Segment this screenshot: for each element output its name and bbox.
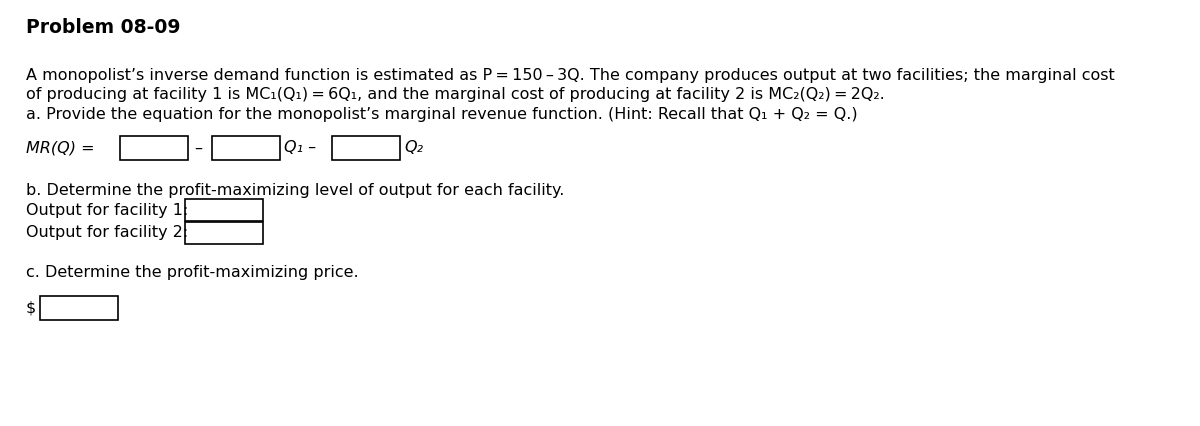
Text: –: – [194, 141, 202, 155]
Text: Problem 08-09: Problem 08-09 [26, 18, 180, 37]
Text: $: $ [26, 300, 36, 316]
Text: of producing at facility 1 is MC₁(Q₁) = 6Q₁, and the marginal cost of producing : of producing at facility 1 is MC₁(Q₁) = … [26, 87, 884, 102]
Bar [212, 136, 280, 160]
Text: b. Determine the profit-maximizing level of output for each facility.: b. Determine the profit-maximizing level… [26, 183, 564, 198]
Bar [185, 199, 263, 221]
Bar [332, 136, 400, 160]
Text: MR(Q) =: MR(Q) = [26, 141, 95, 155]
Text: Output for facility 1:: Output for facility 1: [26, 202, 188, 218]
Bar [120, 136, 188, 160]
Text: Q₁ –: Q₁ – [284, 141, 316, 155]
Text: Output for facility 2:: Output for facility 2: [26, 225, 188, 241]
Text: A monopolist’s inverse demand function is estimated as P = 150 – 3Q. The company: A monopolist’s inverse demand function i… [26, 68, 1115, 83]
Text: a. Provide the equation for the monopolist’s marginal revenue function. (Hint: R: a. Provide the equation for the monopoli… [26, 107, 858, 122]
Bar [185, 222, 263, 244]
Text: c. Determine the profit-maximizing price.: c. Determine the profit-maximizing price… [26, 265, 359, 280]
Text: Q₂: Q₂ [404, 141, 424, 155]
Bar [40, 296, 118, 320]
